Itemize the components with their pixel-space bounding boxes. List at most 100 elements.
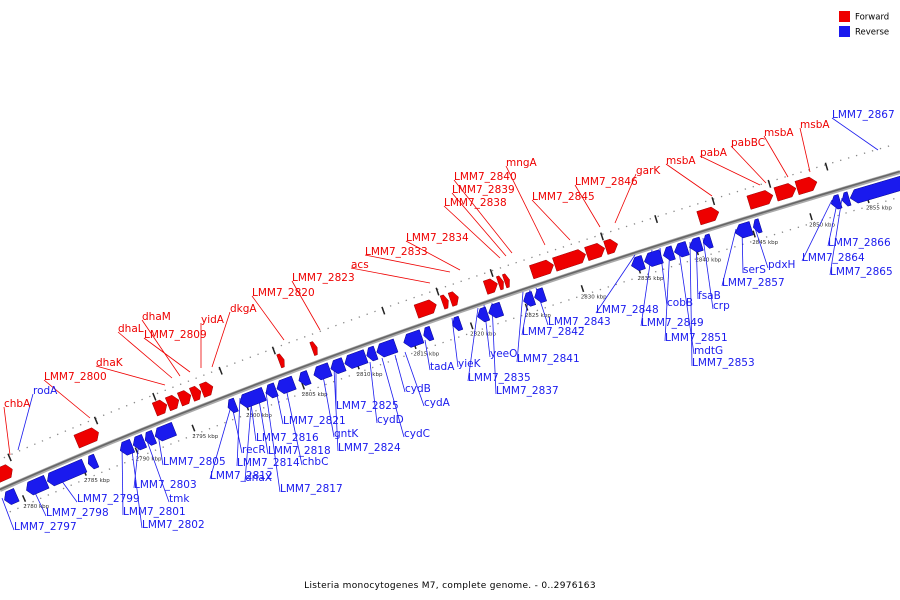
gene-label: recR — [242, 444, 266, 456]
forward-gene-arrow — [413, 299, 437, 319]
leader-line — [595, 254, 636, 314]
reverse-gene-arrow — [403, 329, 425, 348]
leader-line — [467, 307, 479, 382]
reverse-gene-arrow — [154, 421, 177, 442]
leader-line — [95, 365, 166, 386]
forward-gene-arrow — [482, 278, 498, 295]
leader-line — [117, 331, 173, 379]
gene-label: LMM7_2825 — [336, 400, 399, 412]
reverse-gene-arrow — [423, 325, 435, 342]
gene-label: yieK — [458, 358, 482, 370]
forward-gene-arrow — [794, 176, 818, 196]
forward-gene-arrow — [164, 394, 180, 412]
reverse-gene-arrow — [841, 191, 852, 207]
forward-gene-arrow — [501, 273, 510, 289]
leader-line — [614, 173, 637, 224]
gene-label: msbA — [800, 119, 830, 131]
gene-label: LMM7_2805 — [163, 456, 226, 468]
forward-gene-arrow — [439, 294, 449, 310]
reverse-gene-arrow — [674, 241, 690, 258]
reverse-gene-arrow — [488, 301, 505, 319]
forward-gene-arrow — [584, 243, 605, 262]
reverse-gene-arrow — [452, 315, 464, 332]
scale-tick-mark — [580, 285, 585, 293]
scale-tick-mark — [301, 382, 306, 390]
forward-tick-mark — [824, 162, 829, 171]
forward-gene-arrow — [773, 183, 797, 202]
gene-label: LMM7_2797 — [14, 521, 77, 533]
gene-label: LMM7_2801 — [123, 506, 186, 518]
leader-line — [505, 165, 546, 246]
leader-line — [321, 369, 335, 438]
gene-label: pabA — [700, 147, 728, 159]
gene-label: LMM7_2853 — [692, 357, 755, 369]
gene-label: rodA — [33, 385, 58, 397]
leader-line — [516, 291, 524, 363]
forward-gene-arrow — [529, 259, 554, 280]
leader-line — [145, 437, 170, 503]
reverse-gene-arrow — [144, 429, 158, 446]
leader-line — [251, 295, 285, 341]
reverse-gene-arrow — [631, 255, 646, 272]
forward-gene-arrow — [696, 206, 720, 226]
reverse-gene-arrow — [119, 438, 136, 456]
gene-label: dhaM — [142, 311, 171, 323]
scale-tick-label: 2845 kbp — [752, 240, 778, 246]
gene-label: LMM7_2846 — [575, 176, 638, 188]
leader-line — [531, 199, 571, 241]
leader-line — [265, 391, 281, 493]
scale-tick-label: 2855 kbp — [866, 206, 892, 212]
gene-label: LMM7_2817 — [280, 483, 343, 495]
forward-tick-mark — [489, 268, 494, 278]
gene-label: dhaK — [96, 357, 124, 369]
leader-line — [763, 135, 789, 178]
gene-label: dnaX — [245, 472, 272, 484]
forward-gene-arrow — [0, 464, 13, 483]
forward-gene-arrow — [176, 390, 192, 407]
gene-label: LMM7_2803 — [134, 479, 197, 491]
gene-label: LMM7_2865 — [830, 266, 893, 278]
gene-label: LMM7_2818 — [268, 445, 331, 457]
forward-gene-arrow — [151, 399, 168, 417]
reverse-gene-arrow — [366, 345, 379, 362]
forward-gene-arrow — [189, 385, 202, 402]
forward-tick-mark — [711, 197, 716, 206]
reverse-gene-arrow — [4, 488, 20, 505]
reverse-gene-arrow — [849, 175, 900, 204]
reverse-gene-arrow — [132, 433, 148, 451]
gene-label: serS — [743, 264, 766, 276]
leader-line — [491, 302, 497, 395]
gene-label: chbC — [302, 456, 328, 468]
leader-line — [350, 267, 431, 284]
leader-line — [209, 402, 233, 480]
leader-line — [291, 280, 321, 331]
forward-gene-arrow — [495, 275, 504, 291]
leader-line — [17, 393, 34, 451]
gene-label: LMM7_2824 — [338, 442, 401, 454]
leader-line — [143, 337, 191, 373]
leader-line — [121, 444, 124, 516]
leader-line — [364, 254, 451, 273]
gene-label: cydB — [405, 383, 431, 395]
leader-line — [753, 224, 769, 269]
reverse-gene-arrow — [523, 291, 537, 307]
leader-line — [702, 237, 714, 310]
leader-line — [730, 145, 767, 184]
gene-label: cobB — [667, 297, 693, 309]
leader-line — [689, 241, 693, 367]
legend-reverse-swatch — [839, 26, 850, 37]
gene-label: dhaL — [118, 323, 144, 335]
leader-line — [130, 442, 143, 529]
legend-forward-swatch — [839, 11, 850, 22]
gene-label: yeeO — [490, 348, 517, 360]
gene-label: LMM7_2839 — [452, 184, 515, 196]
forward-gene-arrow — [746, 190, 774, 210]
scale-tick-mark — [191, 424, 196, 432]
scale-tick-label: 2780 kbp — [23, 504, 49, 510]
leader-line — [369, 361, 378, 424]
scale-tick-label: 2795 kbp — [192, 434, 218, 440]
gene-label: LMM7_2814 — [237, 457, 300, 469]
reverse-gene-arrow — [276, 375, 297, 394]
scale-tick-label: 2825 kbp — [525, 313, 551, 319]
leader-line — [1, 497, 15, 531]
